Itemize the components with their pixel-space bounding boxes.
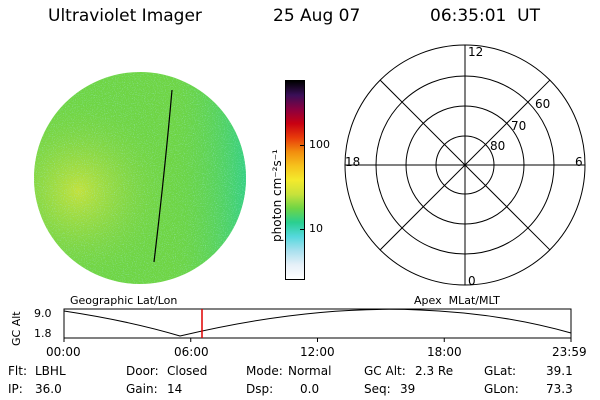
glat-label: GLat: xyxy=(484,364,517,378)
dsp-label: Dsp: xyxy=(246,382,274,396)
glon-value: 73.3 xyxy=(546,382,573,396)
ip-label: IP: xyxy=(8,382,23,396)
apex-title: Apex MLat/MLT xyxy=(414,294,500,307)
y-tick-top: 9.0 xyxy=(34,307,52,320)
glat-value: 39.1 xyxy=(546,364,573,378)
glon-label: GLon: xyxy=(484,382,519,396)
x-tick-1800: 18:00 xyxy=(427,345,462,359)
terminator-line xyxy=(153,89,173,263)
mode-value: Normal xyxy=(288,364,332,378)
flt-label: Flt: xyxy=(8,364,27,378)
flt-value: LBHL xyxy=(35,364,66,378)
time-zone: UT xyxy=(517,6,540,26)
geographic-title: Geographic Lat/Lon xyxy=(70,294,178,307)
seq-value: 39 xyxy=(400,382,416,396)
colorbar-tick-mark xyxy=(300,145,305,147)
mlt-label-0: 0 xyxy=(468,274,476,288)
dsp-value: 0.0 xyxy=(300,382,320,396)
gain-label: Gain: xyxy=(126,382,158,396)
x-tick-2359: 23:59 xyxy=(552,345,587,359)
image-date: 25 Aug 07 xyxy=(273,6,361,26)
mlat-label-80: 80 xyxy=(490,139,506,153)
mlat-label-70: 70 xyxy=(511,119,527,133)
seq-label: Seq: xyxy=(364,382,391,396)
x-tick-0000: 00:00 xyxy=(46,345,81,359)
colorbar-tick-mark xyxy=(300,229,305,231)
x-tick-0600: 06:00 xyxy=(174,345,209,359)
instrument-title: Ultraviolet Imager xyxy=(48,6,202,26)
mlt-label-18: 18 xyxy=(345,155,361,169)
gc-alt-label: GC Alt: xyxy=(364,364,406,378)
image-time: 06:35:01 UT xyxy=(430,6,540,26)
mlat-label-60: 60 xyxy=(535,97,551,111)
door-value: Closed xyxy=(167,364,208,378)
gc-alt-value: 2.3 Re xyxy=(415,364,454,378)
x-tick-1200: 12:00 xyxy=(300,345,335,359)
time-value: 06:35:01 xyxy=(430,6,507,26)
colorbar-tick-label: 100 xyxy=(309,138,330,152)
ip-value: 36.0 xyxy=(35,382,62,396)
gain-value: 14 xyxy=(167,382,183,396)
colorbar-tick-label: 10 xyxy=(309,222,323,236)
mlt-label-6: 6 xyxy=(575,155,583,169)
mlt-label-12: 12 xyxy=(468,45,484,59)
y-tick-bottom: 1.8 xyxy=(34,327,52,340)
door-label: Door: xyxy=(126,364,159,378)
mode-label: Mode: xyxy=(246,364,283,378)
altitude-curve xyxy=(63,308,572,337)
